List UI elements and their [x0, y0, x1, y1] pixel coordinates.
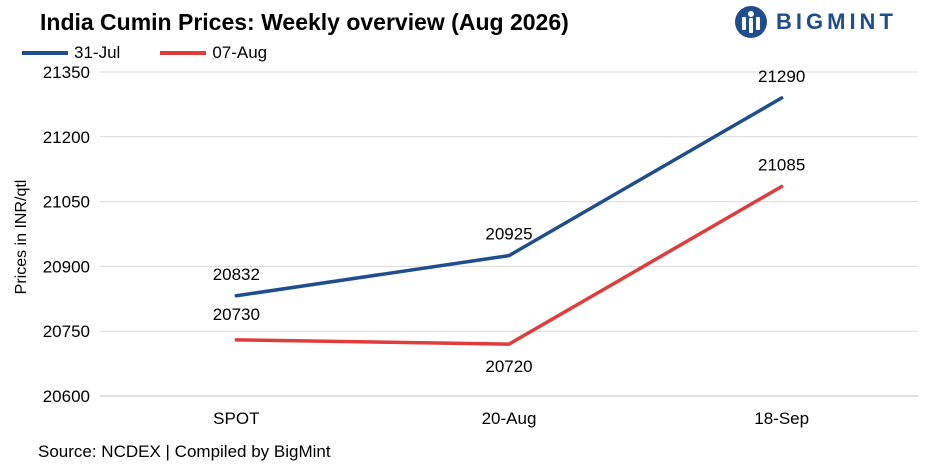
logo-text: BIGMINT: [776, 9, 897, 34]
legend-item-series-2: 07-Aug: [160, 43, 267, 63]
data-label-series-2: 21085: [758, 155, 805, 174]
source-note: Source: NCDEX | Compiled by BigMint: [38, 442, 331, 461]
chart-legend: 31-Jul 07-Aug: [22, 42, 307, 64]
y-tick-label: 21050: [43, 193, 90, 212]
series-line-2: [234, 184, 784, 346]
y-tick-label: 21200: [43, 128, 90, 147]
data-label-series-1: 21290: [758, 67, 805, 86]
y-tick-label: 20900: [43, 257, 90, 276]
chart-title: India Cumin Prices: Weekly overview (Aug…: [40, 9, 569, 35]
bigmint-logo-icon: [735, 6, 767, 38]
y-tick-label: 20750: [43, 322, 90, 341]
data-label-series-1: 20832: [213, 265, 260, 284]
y-tick-label: 20600: [43, 387, 90, 406]
legend-swatch-series-2: [160, 51, 207, 55]
data-label-series-2: 20730: [213, 305, 260, 324]
legend-swatch-series-1: [22, 51, 68, 55]
series-line-1: [234, 96, 784, 298]
legend-label-series-2: 07-Aug: [212, 43, 268, 62]
bigmint-logo: BIGMINT: [734, 4, 897, 40]
x-tick-label: 20-Aug: [482, 409, 537, 428]
data-label-series-1: 20925: [485, 225, 532, 244]
data-label-series-2: 20720: [485, 357, 532, 376]
x-tick-label: 18-Sep: [754, 409, 809, 428]
x-tick-label: SPOT: [213, 409, 259, 428]
y-tick-label: 21350: [43, 63, 90, 82]
legend-item-series-1: 31-Jul: [22, 43, 120, 63]
legend-label-series-1: 31-Jul: [74, 43, 121, 62]
